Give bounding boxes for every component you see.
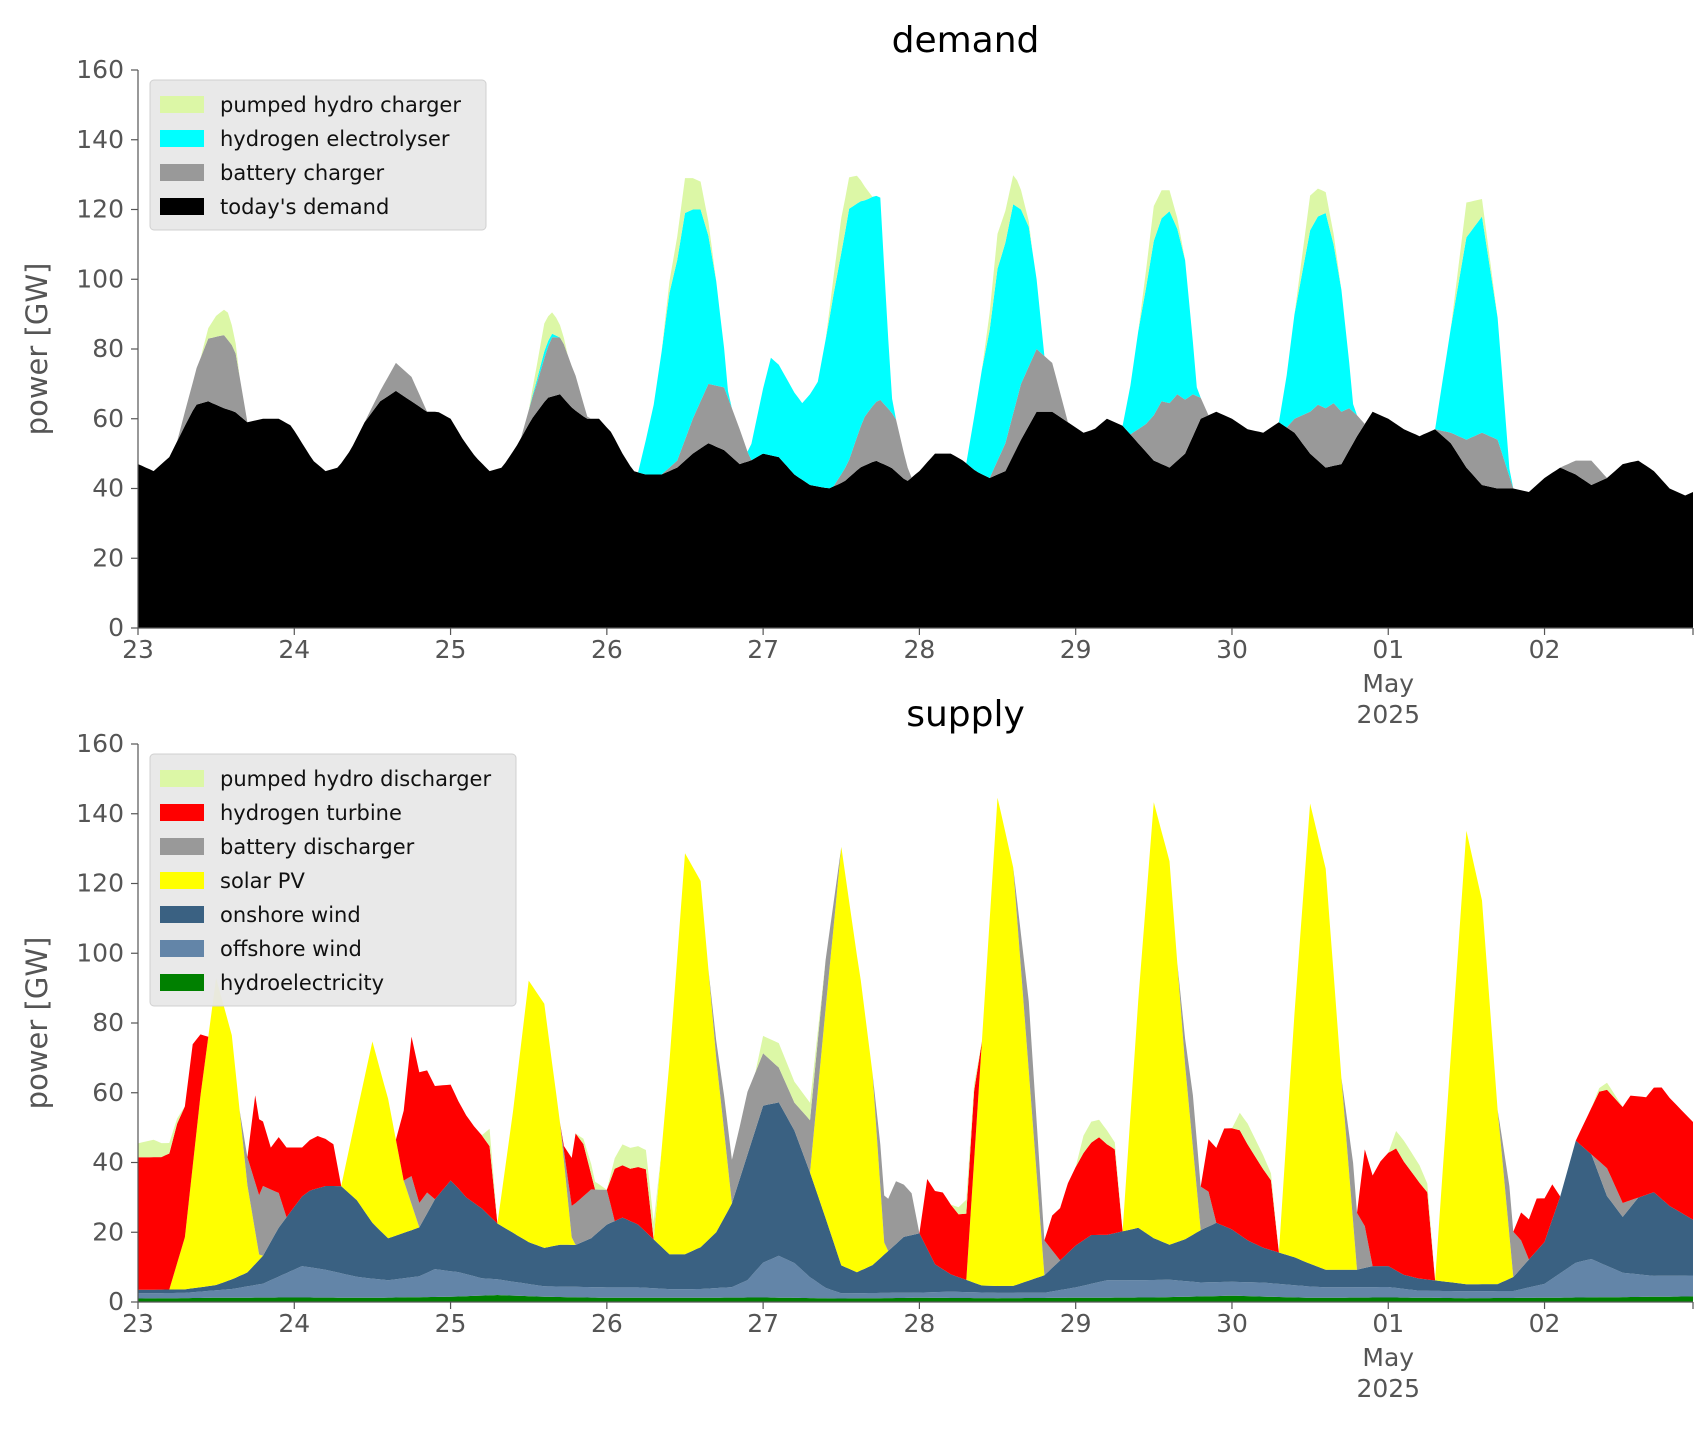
x-tick-label: 01 <box>1372 1309 1404 1338</box>
legend-label: onshore wind <box>220 903 361 927</box>
x-tick-label: 24 <box>278 635 310 664</box>
x-tick-label: 25 <box>435 1309 467 1338</box>
y-tick-label: 20 <box>92 1217 124 1246</box>
x-tick-label: 26 <box>591 635 623 664</box>
legend-swatch <box>160 164 204 181</box>
y-tick-label: 80 <box>92 1008 124 1037</box>
x-tick-label: 25 <box>435 635 467 664</box>
x-tick-label: 27 <box>747 1309 779 1338</box>
series-area-hydrogen-electrolyser <box>138 195 1693 496</box>
legend-label: today's demand <box>220 195 389 219</box>
y-tick-label: 0 <box>108 1287 124 1316</box>
legend-label: pumped hydro charger <box>220 93 461 117</box>
x-tick-year-label: 2025 <box>1356 1374 1420 1403</box>
x-tick-month-label: May <box>1362 669 1414 698</box>
series-area-today-s-demand <box>138 390 1693 628</box>
y-tick-label: 40 <box>92 1148 124 1177</box>
legend-swatch <box>160 872 204 889</box>
y-tick-label: 60 <box>92 404 124 433</box>
legend-label: solar PV <box>220 869 305 893</box>
x-tick-label: 28 <box>904 635 936 664</box>
y-tick-label: 160 <box>76 729 124 758</box>
legend-swatch <box>160 198 204 215</box>
x-tick-label: 24 <box>278 1309 310 1338</box>
x-tick-label: 27 <box>747 635 779 664</box>
y-tick-label: 80 <box>92 334 124 363</box>
x-tick-label: 01 <box>1372 635 1404 664</box>
y-axis-label: power [GW] <box>20 263 54 436</box>
legend-swatch <box>160 770 204 787</box>
x-tick-label: 29 <box>1060 1309 1092 1338</box>
y-tick-label: 140 <box>76 799 124 828</box>
x-tick-label: 30 <box>1216 1309 1248 1338</box>
x-tick-label: 29 <box>1060 635 1092 664</box>
series-area-pumped-hydro-charger <box>138 175 1693 496</box>
x-tick-year-label: 2025 <box>1356 700 1420 729</box>
legend <box>149 753 517 1007</box>
legend-swatch <box>160 974 204 991</box>
y-tick-label: 120 <box>76 869 124 898</box>
legend-swatch <box>160 838 204 855</box>
y-tick-label: 60 <box>92 1078 124 1107</box>
y-tick-label: 160 <box>76 55 124 84</box>
chart-title: supply <box>906 694 1025 735</box>
legend-swatch <box>160 96 204 113</box>
legend <box>149 79 487 231</box>
series-area-hydroelectricity <box>138 1295 1693 1302</box>
legend-label: battery charger <box>220 161 385 185</box>
x-tick-label: 23 <box>122 635 154 664</box>
x-tick-label: 23 <box>122 1309 154 1338</box>
legend-label: pumped hydro discharger <box>220 767 491 791</box>
legend-label: hydrogen electrolyser <box>220 127 450 151</box>
x-tick-month-label: May <box>1362 1343 1414 1372</box>
x-tick-label: 28 <box>904 1309 936 1338</box>
x-tick-label: 02 <box>1529 635 1561 664</box>
x-tick-label: 26 <box>591 1309 623 1338</box>
y-tick-label: 140 <box>76 125 124 154</box>
legend-label: hydroelectricity <box>220 971 384 995</box>
y-tick-label: 120 <box>76 195 124 224</box>
y-axis-label: power [GW] <box>20 937 54 1110</box>
y-tick-label: 100 <box>76 264 124 293</box>
legend-label: hydrogen turbine <box>220 801 402 825</box>
series-area-offshore-wind <box>138 1255 1693 1299</box>
y-tick-label: 100 <box>76 938 124 967</box>
legend-label: offshore wind <box>220 937 362 961</box>
series-area-solar-pv <box>138 797 1693 1290</box>
legend-swatch <box>160 906 204 923</box>
legend-swatch <box>160 940 204 957</box>
y-tick-label: 0 <box>108 613 124 642</box>
y-tick-label: 40 <box>92 474 124 503</box>
series-area-onshore-wind <box>138 1102 1693 1294</box>
y-tick-label: 20 <box>92 543 124 572</box>
chart-title: demand <box>892 20 1040 61</box>
legend-label: battery discharger <box>220 835 415 859</box>
legend-swatch <box>160 804 204 821</box>
legend-swatch <box>160 130 204 147</box>
x-tick-label: 30 <box>1216 635 1248 664</box>
series-area-hydrogen-turbine <box>138 797 1693 1290</box>
x-tick-label: 02 <box>1529 1309 1561 1338</box>
